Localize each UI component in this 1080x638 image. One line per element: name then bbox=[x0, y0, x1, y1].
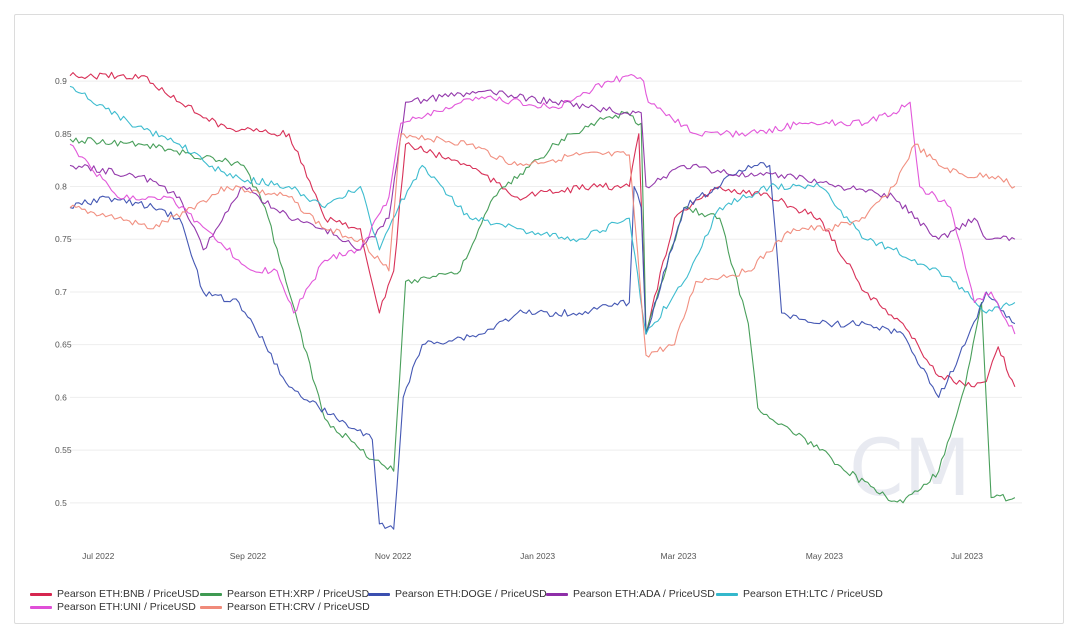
y-tick-label: 0.6 bbox=[55, 392, 67, 402]
y-tick-label: 0.8 bbox=[55, 182, 67, 192]
watermark-logo: CM bbox=[849, 424, 971, 514]
y-tick-label: 0.75 bbox=[55, 234, 72, 244]
y-axis-ticks: 0.5 0.55 0.6 0.65 0.7 0.75 0.8 0.85 0.9 bbox=[55, 76, 72, 508]
x-tick-label: Sep 2022 bbox=[230, 551, 267, 561]
legend-swatch bbox=[716, 592, 738, 596]
chart-frame bbox=[14, 14, 1064, 624]
x-tick-label: Mar 2023 bbox=[661, 551, 697, 561]
x-tick-label: Nov 2022 bbox=[375, 551, 412, 561]
legend-item[interactable]: Pearson ETH:CRV / PriceUSD bbox=[200, 601, 370, 613]
y-tick-label: 0.7 bbox=[55, 287, 67, 297]
legend-swatch bbox=[200, 605, 222, 609]
legend-swatch bbox=[30, 605, 52, 609]
series-line bbox=[69, 71, 1016, 388]
legend-swatch bbox=[30, 592, 52, 596]
x-tick-label: Jul 2022 bbox=[82, 551, 114, 561]
legend-item[interactable]: Pearson ETH:LTC / PriceUSD bbox=[716, 588, 883, 600]
legend-swatch bbox=[368, 592, 390, 596]
series-line bbox=[69, 161, 1016, 530]
x-tick-label: May 2023 bbox=[806, 551, 844, 561]
series-line bbox=[69, 133, 1016, 358]
x-axis-ticks: Jul 2022 Sep 2022 Nov 2022 Jan 2023 Mar 2023… bbox=[82, 551, 983, 561]
legend-label: Pearson ETH:CRV / PriceUSD bbox=[227, 601, 370, 613]
legend-swatch bbox=[546, 592, 568, 596]
legend-item[interactable]: Pearson ETH:DOGE / PriceUSD bbox=[368, 588, 547, 600]
y-tick-label: 0.65 bbox=[55, 340, 72, 350]
legend-item[interactable]: Pearson ETH:XRP / PriceUSD bbox=[200, 588, 369, 600]
legend-label: Pearson ETH:UNI / PriceUSD bbox=[57, 601, 196, 613]
legend-item[interactable]: Pearson ETH:UNI / PriceUSD bbox=[30, 601, 196, 613]
gridlines bbox=[70, 80, 1022, 504]
y-tick-label: 0.85 bbox=[55, 129, 72, 139]
legend-label: Pearson ETH:LTC / PriceUSD bbox=[743, 588, 883, 600]
series-line bbox=[69, 110, 1016, 504]
legend-item[interactable]: Pearson ETH:BNB / PriceUSD bbox=[30, 588, 199, 600]
legend-swatch bbox=[200, 592, 222, 596]
series-line bbox=[69, 89, 1016, 251]
legend-label: Pearson ETH:XRP / PriceUSD bbox=[227, 588, 370, 600]
x-tick-label: Jan 2023 bbox=[520, 551, 555, 561]
legend-label: Pearson ETH:DOGE / PriceUSD bbox=[395, 588, 547, 600]
y-tick-label: 0.5 bbox=[55, 498, 67, 508]
series-line bbox=[69, 85, 1016, 335]
y-tick-label: 0.55 bbox=[55, 445, 72, 455]
legend-label: Pearson ETH:BNB / PriceUSD bbox=[57, 588, 200, 600]
y-tick-label: 0.9 bbox=[55, 76, 67, 86]
series-lines bbox=[69, 71, 1016, 530]
x-tick-label: Jul 2023 bbox=[951, 551, 983, 561]
watermark: CM bbox=[849, 424, 971, 514]
legend-label: Pearson ETH:ADA / PriceUSD bbox=[573, 588, 715, 600]
legend-item[interactable]: Pearson ETH:ADA / PriceUSD bbox=[546, 588, 715, 600]
series-line bbox=[69, 73, 1016, 335]
